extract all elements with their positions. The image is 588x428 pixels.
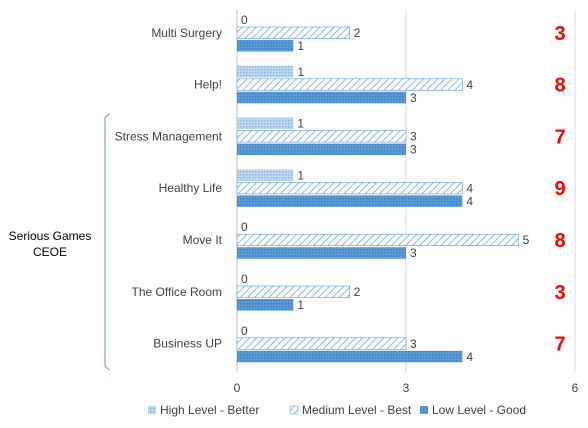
x-tick-label-0: 0 (234, 381, 241, 395)
bar-multi-surgery-series-2 (237, 40, 294, 52)
total-label-move-it: 8 (554, 230, 565, 252)
legend-label-2: Low Level - Good (432, 403, 526, 417)
data-label-stress-management-series-2: 3 (410, 143, 417, 157)
bar-healthy-life-series-0 (237, 169, 294, 181)
data-label-business-up-series-2: 4 (466, 350, 473, 364)
data-label-healthy-life-series-0: 1 (297, 168, 304, 182)
data-label-multi-surgery-series-1: 2 (354, 26, 361, 40)
total-label-multi-surgery: 3 (554, 23, 565, 45)
data-label-business-up-series-0: 0 (241, 324, 248, 338)
bar-healthy-life-series-2 (237, 195, 463, 207)
bar-help--series-0 (237, 65, 294, 78)
bars (236, 26, 519, 363)
group-label-line1: Serious Games (9, 229, 92, 243)
total-label-business-up: 7 (554, 334, 565, 356)
labels: 0 3 6 Multi Surgery 0 2 1 3 Help! 1 4 3 8 Stress Mana… (9, 13, 579, 395)
legend-swatch-0 (148, 406, 156, 414)
x-tick-label-3: 3 (403, 381, 410, 395)
data-label-move-it-series-0: 0 (241, 220, 248, 234)
x-tick-label-6: 6 (572, 381, 579, 395)
bar-move-it-series-2 (237, 247, 406, 259)
data-label-help--series-1: 4 (466, 78, 473, 92)
data-label-move-it-series-2: 3 (410, 246, 417, 260)
category-label-move-it: Move It (183, 233, 223, 247)
bar-multi-surgery-series-1 (236, 26, 350, 39)
bar-the-office-room-series-1 (236, 285, 350, 298)
data-label-business-up-series-1: 3 (410, 337, 417, 351)
data-label-healthy-life-series-2: 4 (466, 194, 473, 208)
data-label-stress-management-series-0: 1 (297, 117, 304, 131)
group-brace (104, 113, 111, 371)
data-label-the-office-room-series-2: 1 (297, 298, 304, 312)
total-label-healthy-life: 9 (554, 178, 565, 200)
bar-stress-management-series-1 (236, 130, 407, 143)
legend-swatch-2 (420, 406, 428, 414)
bar-help--series-2 (237, 91, 406, 104)
data-label-help--series-0: 1 (297, 65, 304, 79)
category-label-help-: Help! (194, 78, 222, 92)
bar-help--series-1 (236, 78, 463, 91)
group-label-line2: CEOE (33, 245, 67, 259)
data-label-healthy-life-series-1: 4 (466, 181, 473, 195)
data-label-the-office-room-series-0: 0 (241, 272, 248, 286)
data-label-multi-surgery-series-2: 1 (297, 39, 304, 53)
category-label-stress-management: Stress Management (115, 129, 223, 143)
total-label-stress-management: 7 (554, 126, 565, 148)
data-label-multi-surgery-series-0: 0 (241, 13, 248, 27)
legend: High Level - Better Medium Level - Best Lo… (148, 403, 526, 417)
data-label-the-office-room-series-1: 2 (354, 285, 361, 299)
bar-the-office-room-series-2 (237, 299, 294, 311)
legend-label-0: High Level - Better (160, 403, 259, 417)
bar-move-it-series-1 (236, 233, 519, 246)
category-label-healthy-life: Healthy Life (159, 181, 223, 195)
data-label-stress-management-series-1: 3 (410, 130, 417, 144)
data-label-help--series-2: 3 (410, 91, 417, 105)
category-label-the-office-room: The Office Room (132, 285, 222, 299)
category-label-business-up: Business UP (153, 337, 222, 351)
legend-swatch-1 (289, 405, 299, 415)
category-label-multi-surgery: Multi Surgery (151, 26, 222, 40)
total-label-the-office-room: 3 (554, 282, 565, 304)
data-label-move-it-series-1: 5 (523, 233, 530, 247)
bar-healthy-life-series-1 (236, 182, 463, 195)
bar-business-up-series-1 (236, 337, 407, 350)
total-label-help-: 8 (554, 75, 565, 97)
bar-stress-management-series-0 (237, 117, 294, 130)
bar-business-up-series-2 (237, 350, 463, 363)
legend-label-1: Medium Level - Best (302, 403, 412, 417)
bar-stress-management-series-2 (237, 143, 406, 156)
